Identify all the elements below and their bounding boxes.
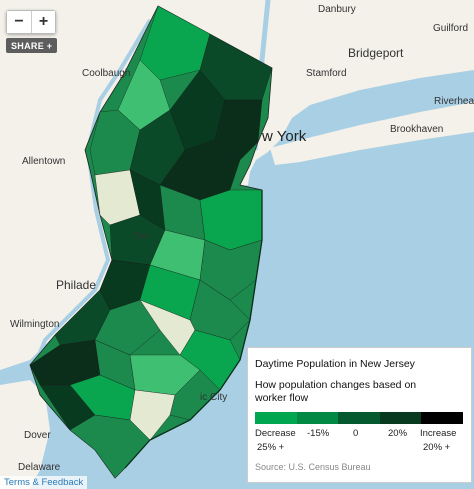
land-long-island bbox=[270, 102, 474, 165]
place-label-wilmington: Wilmington bbox=[10, 319, 60, 330]
map-legend: Daytime Population in New Jersey How pop… bbox=[247, 347, 472, 483]
legend-subtitle: How population changes based on worker f… bbox=[255, 379, 417, 404]
land-delmarva bbox=[0, 380, 50, 489]
legend-title: Daytime Population in New Jersey bbox=[255, 358, 415, 370]
legend-swatch-1 bbox=[255, 412, 297, 424]
place-label-coolbaugh: Coolbaugh bbox=[82, 68, 131, 79]
delaware-river bbox=[33, 18, 152, 366]
place-label-atlantic-city: ic City bbox=[200, 392, 228, 403]
place-label-bridgeport: Bridgeport bbox=[348, 46, 404, 60]
zoom-control: − + bbox=[6, 10, 56, 34]
place-label-stamford: Stamford bbox=[306, 68, 347, 79]
nj-coastline bbox=[124, 190, 263, 469]
legend-label-20: 20% bbox=[388, 428, 408, 439]
legend-label-decrease-sub: 25% + bbox=[257, 442, 285, 453]
place-label-riverhead: Riverhead bbox=[434, 96, 474, 107]
terms-feedback-link[interactable]: Terms & Feedback bbox=[0, 476, 88, 489]
place-label-danbury: Danbury bbox=[318, 4, 356, 15]
place-label-brookhaven: Brookhaven bbox=[390, 124, 444, 135]
place-label-new-york: w York bbox=[262, 128, 307, 145]
legend-source: Source: U.S. Census Bureau bbox=[255, 462, 371, 472]
place-label-allentown: Allentown bbox=[22, 156, 66, 167]
choropleth-tracts bbox=[29, 5, 273, 479]
share-button[interactable]: SHARE + bbox=[6, 38, 58, 53]
legend-label-minus-15: -15% bbox=[307, 428, 330, 439]
legend-swatch-4 bbox=[379, 412, 422, 424]
legend-label-increase-sub: 20% + bbox=[423, 442, 451, 453]
place-label-guilford: Guilford bbox=[433, 23, 469, 34]
legend-label-zero: 0 bbox=[353, 428, 359, 439]
legend-swatch-5 bbox=[421, 412, 463, 424]
legend-label-increase: Increase bbox=[420, 428, 457, 439]
zoom-out-button[interactable]: − bbox=[7, 11, 31, 33]
place-label-delaware: Delaware bbox=[18, 462, 61, 473]
place-label-dover: Dover bbox=[24, 430, 51, 441]
legend-break-labels: Decrease -15% 0 20% Increase 25% + 20% + bbox=[255, 424, 464, 453]
legend-label-decrease: Decrease bbox=[255, 428, 296, 439]
legend-swatch-3 bbox=[338, 412, 380, 424]
legend-swatch-2 bbox=[296, 412, 339, 424]
zoom-in-button[interactable]: + bbox=[31, 11, 55, 33]
place-label-trenton: Tre bbox=[133, 231, 148, 242]
legend-color-scale bbox=[255, 412, 463, 424]
place-label-philadelphia: Philade bbox=[56, 278, 97, 292]
